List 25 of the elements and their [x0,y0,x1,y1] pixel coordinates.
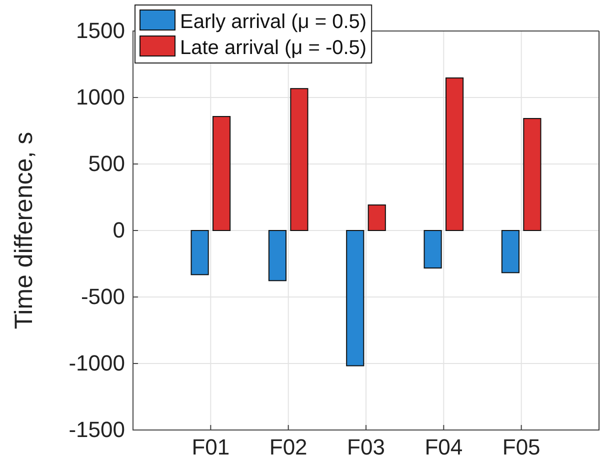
y-tick-label: 0 [112,218,125,243]
bar [424,230,442,269]
bar [445,77,464,231]
y-tick-label: -500 [80,284,125,310]
bar [346,230,364,366]
bar [501,230,520,274]
bar [190,230,209,276]
bar [290,88,308,231]
bar [368,204,386,231]
x-tick-label: F01 [192,434,230,460]
y-tick-label: 1500 [76,18,125,44]
y-axis-title: Time difference, s [10,132,38,330]
y-tick-label: -1500 [68,417,125,442]
legend-label: Early arrival (μ = 0.5) [180,11,367,33]
y-tick-label: -1000 [68,350,125,376]
x-tick-label: F04 [424,434,463,460]
bar [212,116,231,231]
x-tick-label: F05 [502,434,540,460]
x-tick-label: F02 [269,434,308,460]
x-tick-label: F03 [347,434,385,460]
y-tick-label: 500 [88,151,125,176]
y-tick-label: 1000 [76,84,125,110]
bar [268,230,287,282]
bar [523,118,542,231]
legend-label: Late arrival (μ = -0.5) [180,37,367,59]
